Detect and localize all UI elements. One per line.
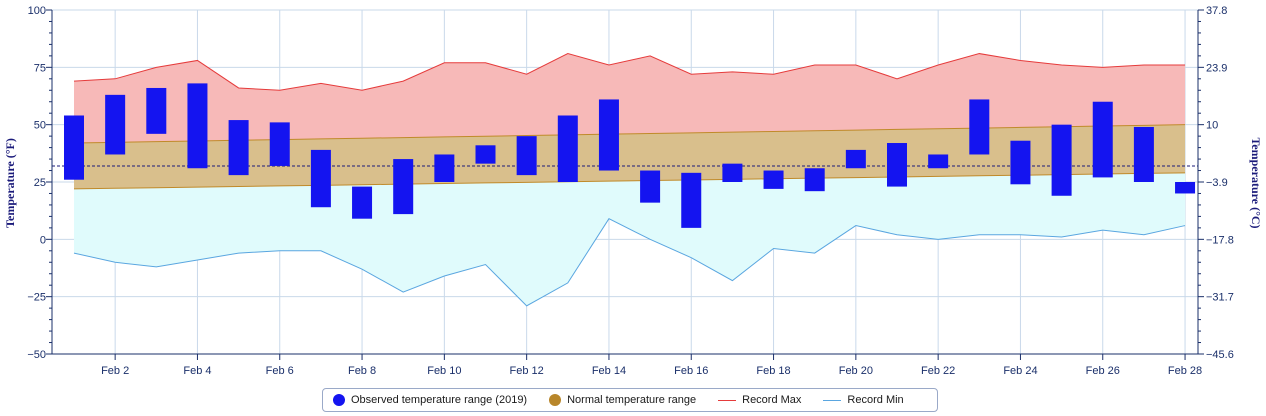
legend-observed-marker bbox=[333, 394, 345, 406]
right-tick-label: −3.9 bbox=[1206, 177, 1228, 189]
x-tick-label: Feb 20 bbox=[839, 365, 873, 377]
record-max-area bbox=[74, 53, 1186, 144]
x-tick-label: Feb 26 bbox=[1086, 365, 1120, 377]
x-ticks: Feb 2 Feb 4 Feb 6 Feb 8 Feb 10 Feb 12 Feb 14 Fe… bbox=[101, 365, 1202, 377]
observed-bar bbox=[598, 99, 619, 171]
legend-item-record-max[interactable]: Record Max bbox=[718, 394, 801, 406]
x-tick-label: Feb 6 bbox=[266, 365, 294, 377]
observed-bar bbox=[969, 99, 990, 155]
legend-record-min-label: Record Min bbox=[847, 394, 904, 406]
observed-bar bbox=[475, 145, 496, 164]
record-min-line bbox=[73, 218, 1186, 307]
observed-bar bbox=[1133, 126, 1154, 182]
left-tick-label: −50 bbox=[27, 349, 46, 361]
observed-bar bbox=[64, 115, 84, 180]
observed-bar bbox=[557, 115, 578, 182]
left-tick-label: 25 bbox=[34, 177, 46, 189]
observed-bar bbox=[187, 83, 208, 169]
observed-bar bbox=[1175, 182, 1196, 194]
observed-bar bbox=[105, 94, 126, 155]
observed-bar bbox=[640, 170, 661, 203]
observed-bar bbox=[1092, 101, 1113, 178]
observed-bar bbox=[928, 154, 949, 169]
x-tick-label: Feb 18 bbox=[756, 365, 790, 377]
right-tick-label: 37.8 bbox=[1206, 5, 1227, 17]
right-tick-label: 23.9 bbox=[1206, 62, 1227, 74]
left-tick-label: 100 bbox=[28, 5, 46, 17]
normal-high-line bbox=[73, 124, 1186, 144]
observed-bar bbox=[845, 149, 866, 169]
observed-bar bbox=[1051, 124, 1072, 196]
legend-record-max-marker bbox=[718, 399, 737, 401]
legend-item-normal[interactable]: Normal temperature range bbox=[549, 394, 696, 406]
normal-range-area bbox=[74, 124, 1186, 189]
left-tick-label: 50 bbox=[34, 120, 46, 132]
observed-bar bbox=[681, 172, 702, 228]
observed-bar bbox=[516, 136, 537, 176]
legend-item-record-min[interactable]: Record Min bbox=[823, 394, 904, 406]
x-tick-label: Feb 22 bbox=[921, 365, 955, 377]
left-tick-label: 75 bbox=[34, 62, 46, 74]
legend-record-min-marker bbox=[823, 399, 842, 401]
observed-bar bbox=[352, 186, 373, 219]
legend-record-max-label: Record Max bbox=[742, 394, 802, 406]
observed-bar bbox=[310, 149, 331, 208]
right-tick-label: −45.6 bbox=[1206, 349, 1234, 361]
legend-normal-marker bbox=[549, 394, 562, 406]
right-axis-title: Temperature (°C) bbox=[1249, 137, 1263, 228]
right-tick-label: 10 bbox=[1206, 120, 1218, 132]
observed-bar bbox=[434, 154, 455, 182]
right-y-ticks: 37.8 23.9 10 −3.9 −17.8 −31.7 −45.6 bbox=[1206, 5, 1234, 361]
observed-bar bbox=[393, 159, 414, 215]
record-max-line bbox=[73, 53, 1186, 91]
x-tick-label: Feb 16 bbox=[674, 365, 708, 377]
left-tick-label: −25 bbox=[27, 292, 46, 304]
x-tick-label: Feb 10 bbox=[427, 365, 461, 377]
temperature-chart: 100 75 50 25 0 −25 −50 37.8 23.9 10 −3.9 −17.8 −31.… bbox=[3, 5, 1263, 377]
right-tick-label: −17.8 bbox=[1206, 234, 1234, 246]
legend-item-observed[interactable]: Observed temperature range (2019) bbox=[333, 394, 527, 406]
legend: Observed temperature range (2019) Normal… bbox=[322, 388, 938, 412]
x-tick-label: Feb 28 bbox=[1168, 365, 1202, 377]
observed-bar bbox=[146, 87, 167, 134]
x-tick-label: Feb 24 bbox=[1003, 365, 1037, 377]
observed-bar bbox=[1010, 140, 1031, 185]
axes bbox=[46, 9, 1204, 360]
record-min-area bbox=[74, 172, 1186, 306]
left-y-ticks: 100 75 50 25 0 −25 −50 bbox=[27, 5, 46, 361]
left-tick-label: 0 bbox=[40, 234, 46, 246]
observed-bar bbox=[887, 143, 907, 187]
x-tick-label: Feb 14 bbox=[592, 365, 626, 377]
record-areas bbox=[52, 53, 1198, 306]
legend-observed-label: Observed temperature range (2019) bbox=[351, 394, 528, 406]
normal-low-line bbox=[73, 172, 1186, 190]
x-tick-label: Feb 4 bbox=[183, 365, 211, 377]
observed-bar bbox=[763, 170, 784, 189]
observed-bar bbox=[804, 168, 825, 192]
right-tick-label: −31.7 bbox=[1206, 292, 1234, 304]
observed-bar bbox=[269, 122, 290, 166]
observed-bars bbox=[64, 83, 1196, 228]
x-tick-label: Feb 12 bbox=[510, 365, 544, 377]
x-tick-label: Feb 2 bbox=[101, 365, 129, 377]
observed-bar bbox=[722, 163, 743, 182]
legend-normal-label: Normal temperature range bbox=[567, 394, 697, 406]
observed-bar bbox=[228, 120, 249, 176]
x-tick-label: Feb 8 bbox=[348, 365, 376, 377]
record-lines bbox=[73, 53, 1186, 307]
left-axis-title: Temperature (°F) bbox=[3, 138, 17, 228]
